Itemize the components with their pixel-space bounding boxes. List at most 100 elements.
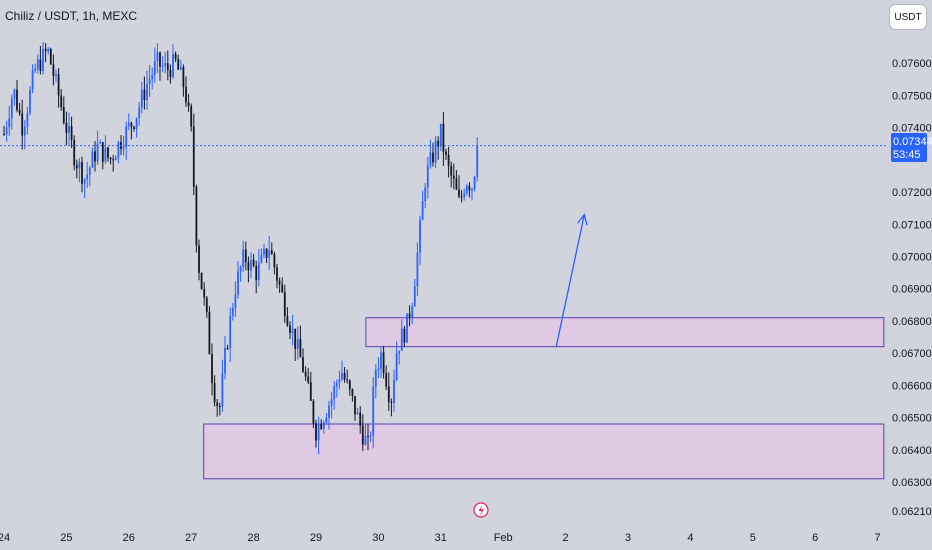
candle-body bbox=[403, 328, 406, 343]
candle bbox=[70, 116, 73, 148]
candle bbox=[434, 135, 437, 168]
x-tick-label: 7 bbox=[875, 532, 881, 544]
candle bbox=[263, 243, 265, 259]
candle bbox=[437, 136, 440, 160]
candle-body bbox=[101, 142, 104, 162]
candle-body bbox=[361, 425, 364, 445]
candle bbox=[3, 125, 5, 136]
candle bbox=[312, 399, 315, 429]
candle-body bbox=[49, 48, 52, 65]
candle-body bbox=[104, 147, 107, 162]
candle-body bbox=[309, 382, 312, 401]
candle bbox=[257, 249, 260, 287]
candle-body bbox=[70, 125, 73, 140]
y-axis[interactable]: 0.07600 0.07500 0.07400 0.07200 0.07100 0.070… bbox=[892, 58, 932, 518]
candle-body bbox=[88, 167, 91, 175]
candle bbox=[140, 81, 143, 114]
candle-body bbox=[434, 140, 437, 163]
candle-body bbox=[299, 338, 302, 358]
candle-body bbox=[445, 151, 447, 156]
candle-body bbox=[283, 291, 286, 317]
candle bbox=[237, 261, 239, 299]
candle bbox=[447, 146, 450, 178]
candle bbox=[23, 120, 26, 150]
candle-body bbox=[302, 357, 304, 372]
candle bbox=[29, 85, 31, 116]
candle bbox=[31, 64, 34, 94]
candle-body bbox=[330, 399, 333, 406]
x-axis[interactable]: 24 25 26 27 28 29 30 31 Feb 2 3 4 5 6 7 bbox=[0, 532, 881, 544]
candle-body bbox=[190, 106, 193, 127]
candle bbox=[133, 125, 135, 132]
candle bbox=[426, 156, 429, 199]
candle-body bbox=[234, 294, 237, 309]
candle bbox=[135, 117, 138, 138]
candle bbox=[52, 54, 55, 86]
candle-body bbox=[476, 145, 479, 177]
candle-body bbox=[322, 422, 325, 429]
candle bbox=[354, 395, 356, 421]
candle-body bbox=[328, 405, 330, 418]
candle bbox=[146, 70, 148, 110]
candle bbox=[166, 50, 169, 81]
candle-body bbox=[192, 126, 195, 187]
candle-body bbox=[460, 196, 463, 198]
y-tick-label: 0.06600 bbox=[892, 380, 932, 392]
candle-body bbox=[369, 435, 372, 437]
y-tick-label: 0.06700 bbox=[892, 348, 932, 360]
candle bbox=[439, 123, 442, 151]
candle-body bbox=[364, 435, 367, 445]
candle-body bbox=[177, 59, 180, 70]
candle-body bbox=[244, 249, 247, 263]
candle-body bbox=[216, 402, 219, 407]
currency-button[interactable]: USDT bbox=[889, 4, 927, 30]
candle bbox=[356, 407, 359, 415]
candle bbox=[320, 419, 323, 431]
candle-body bbox=[140, 89, 143, 108]
candle bbox=[174, 51, 177, 63]
x-tick-label: 29 bbox=[310, 532, 322, 544]
candle-body bbox=[439, 123, 442, 147]
candle-body bbox=[237, 271, 239, 295]
y-tick-label: 0.06300 bbox=[892, 477, 932, 489]
lower-zone[interactable] bbox=[203, 423, 885, 480]
candle-body bbox=[39, 59, 42, 72]
y-tick-label: 0.07200 bbox=[892, 187, 932, 199]
candle-body bbox=[86, 174, 89, 180]
candle-body bbox=[57, 74, 60, 96]
candle bbox=[185, 76, 187, 107]
candle bbox=[471, 187, 473, 201]
candle bbox=[224, 336, 226, 380]
candle bbox=[406, 313, 408, 343]
candle-body bbox=[465, 186, 468, 194]
candle-body bbox=[166, 63, 169, 70]
candle-body bbox=[468, 186, 471, 191]
candle bbox=[99, 139, 102, 144]
candle-body bbox=[452, 175, 455, 179]
candle bbox=[156, 43, 159, 74]
candle bbox=[309, 371, 312, 402]
candle-body bbox=[114, 157, 117, 161]
candle-body bbox=[250, 259, 252, 271]
candle-body bbox=[338, 379, 341, 383]
candle-body bbox=[247, 262, 250, 271]
candle bbox=[107, 146, 109, 162]
candle bbox=[211, 343, 213, 396]
projection-arrow-shaft[interactable] bbox=[555, 214, 585, 347]
x-tick-label: 3 bbox=[625, 532, 631, 544]
y-tick-label: 0.07600 bbox=[892, 58, 932, 70]
candle-body bbox=[242, 249, 245, 268]
candle bbox=[138, 102, 141, 126]
candle-body bbox=[127, 122, 130, 127]
candle-body bbox=[78, 161, 81, 169]
candle-body bbox=[143, 89, 146, 100]
candle bbox=[450, 161, 453, 188]
candle-body bbox=[385, 373, 388, 387]
y-tick-label: 0.06800 bbox=[892, 316, 932, 328]
upper-zone[interactable] bbox=[365, 317, 885, 348]
candle bbox=[346, 369, 349, 384]
candle bbox=[330, 391, 333, 419]
candle-body bbox=[60, 95, 63, 108]
lightning-icon[interactable] bbox=[473, 502, 489, 518]
